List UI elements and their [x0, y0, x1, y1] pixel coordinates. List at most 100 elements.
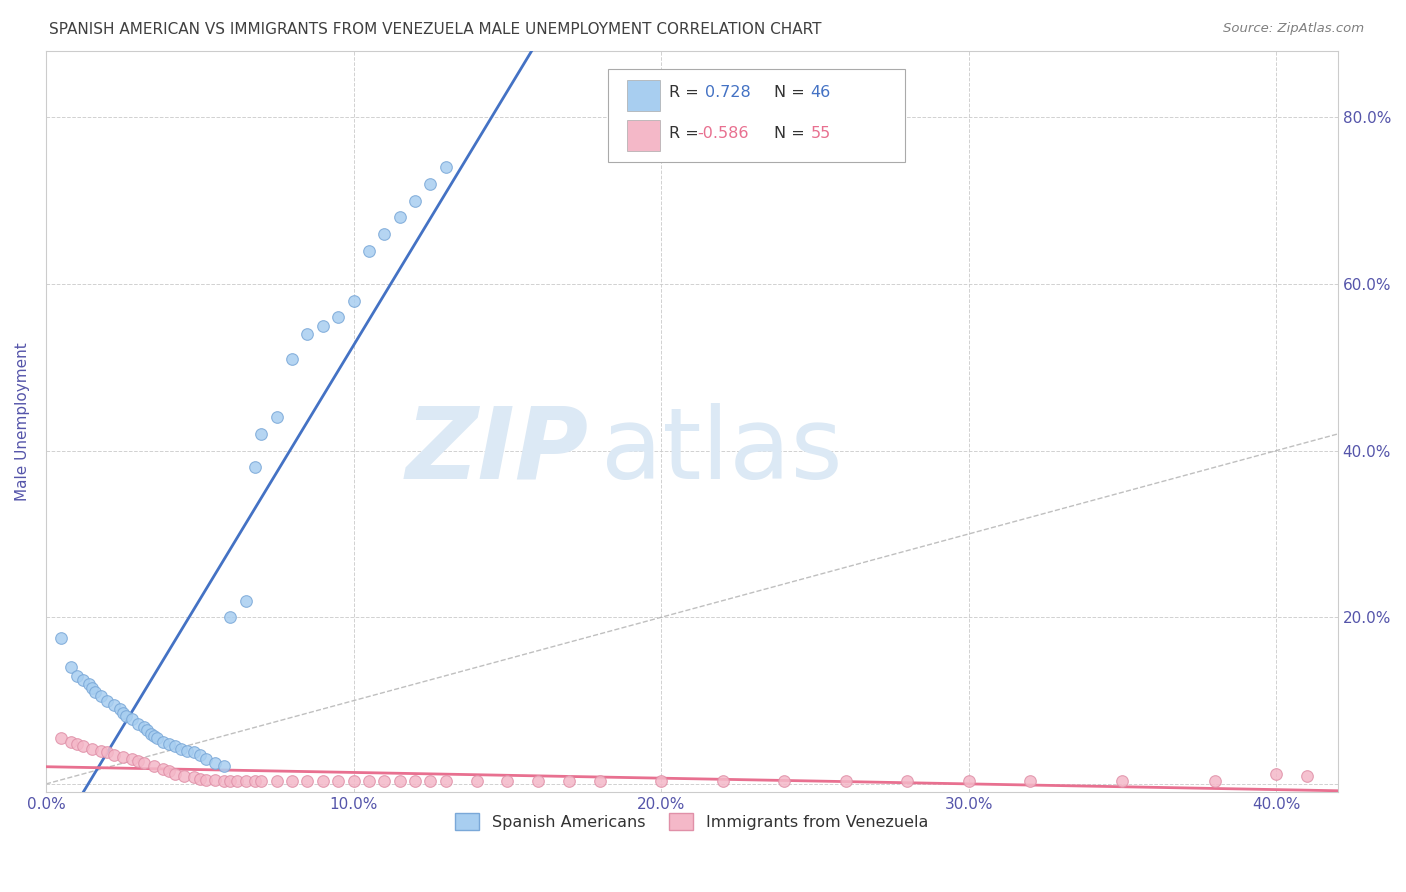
- Text: 0.728: 0.728: [704, 85, 751, 100]
- Point: [204, 772, 226, 787]
- Point: [312, 774, 335, 789]
- Point: [188, 747, 211, 762]
- Point: [235, 593, 257, 607]
- Point: [127, 754, 149, 768]
- Point: [773, 773, 796, 788]
- Point: [134, 756, 156, 771]
- Point: [214, 773, 236, 788]
- Point: [243, 460, 266, 475]
- Point: [51, 631, 73, 645]
- Point: [357, 244, 380, 258]
- Point: [342, 774, 364, 789]
- Point: [250, 773, 273, 788]
- Point: [266, 774, 288, 789]
- Point: [496, 773, 519, 788]
- Point: [419, 774, 441, 789]
- FancyBboxPatch shape: [627, 120, 659, 152]
- Point: [281, 351, 304, 366]
- Point: [326, 310, 349, 325]
- Point: [225, 773, 247, 788]
- Text: N =: N =: [775, 126, 810, 141]
- Point: [204, 756, 226, 771]
- Point: [419, 177, 441, 191]
- Point: [527, 773, 550, 788]
- Point: [1296, 769, 1319, 783]
- Text: -0.586: -0.586: [697, 126, 748, 141]
- Point: [434, 161, 457, 175]
- Point: [82, 681, 104, 695]
- Point: [896, 774, 918, 789]
- Point: [250, 427, 273, 442]
- Point: [108, 702, 131, 716]
- Point: [90, 744, 112, 758]
- Point: [59, 660, 82, 674]
- Point: [388, 211, 411, 225]
- Point: [127, 717, 149, 731]
- Point: [121, 712, 143, 726]
- Point: [558, 774, 581, 789]
- Point: [588, 774, 610, 789]
- Point: [326, 774, 349, 789]
- Point: [84, 685, 107, 699]
- Point: [194, 772, 217, 787]
- Point: [404, 194, 426, 208]
- Point: [176, 744, 198, 758]
- Point: [266, 410, 288, 425]
- Point: [188, 772, 211, 786]
- Point: [173, 769, 195, 783]
- FancyBboxPatch shape: [627, 80, 659, 112]
- Point: [957, 774, 980, 789]
- Legend: Spanish Americans, Immigrants from Venezuela: Spanish Americans, Immigrants from Venez…: [449, 807, 935, 836]
- Point: [115, 708, 138, 723]
- Point: [136, 723, 159, 737]
- Text: Source: ZipAtlas.com: Source: ZipAtlas.com: [1223, 22, 1364, 36]
- Point: [66, 668, 89, 682]
- Point: [157, 737, 180, 751]
- Point: [219, 773, 242, 788]
- Text: ZIP: ZIP: [405, 402, 589, 500]
- Point: [194, 752, 217, 766]
- Point: [66, 737, 89, 751]
- Point: [77, 677, 100, 691]
- Point: [434, 774, 457, 789]
- Point: [157, 764, 180, 779]
- Point: [152, 762, 174, 776]
- Point: [111, 706, 134, 720]
- Point: [96, 745, 118, 759]
- Point: [103, 747, 125, 762]
- Text: R =: R =: [669, 85, 703, 100]
- Point: [183, 770, 205, 784]
- Point: [96, 693, 118, 707]
- Point: [1265, 767, 1288, 781]
- Point: [297, 774, 319, 789]
- Point: [170, 742, 193, 756]
- Point: [72, 673, 94, 687]
- Text: SPANISH AMERICAN VS IMMIGRANTS FROM VENEZUELA MALE UNEMPLOYMENT CORRELATION CHAR: SPANISH AMERICAN VS IMMIGRANTS FROM VENE…: [49, 22, 821, 37]
- Point: [1019, 774, 1042, 789]
- Point: [72, 739, 94, 754]
- Point: [297, 326, 319, 341]
- Text: R =: R =: [669, 126, 703, 141]
- Point: [165, 767, 187, 781]
- Point: [152, 735, 174, 749]
- Point: [142, 729, 165, 743]
- Point: [650, 773, 672, 788]
- Y-axis label: Male Unemployment: Male Unemployment: [15, 343, 30, 501]
- Point: [243, 773, 266, 788]
- Point: [235, 773, 257, 788]
- Point: [183, 745, 205, 759]
- Point: [121, 752, 143, 766]
- FancyBboxPatch shape: [607, 70, 905, 162]
- Point: [103, 698, 125, 712]
- Point: [342, 293, 364, 308]
- Point: [51, 731, 73, 746]
- Point: [142, 758, 165, 772]
- Point: [139, 727, 162, 741]
- Text: 55: 55: [811, 126, 831, 141]
- Point: [219, 610, 242, 624]
- Point: [834, 774, 856, 789]
- Text: atlas: atlas: [602, 402, 844, 500]
- Point: [134, 720, 156, 734]
- Point: [90, 690, 112, 704]
- Point: [281, 774, 304, 789]
